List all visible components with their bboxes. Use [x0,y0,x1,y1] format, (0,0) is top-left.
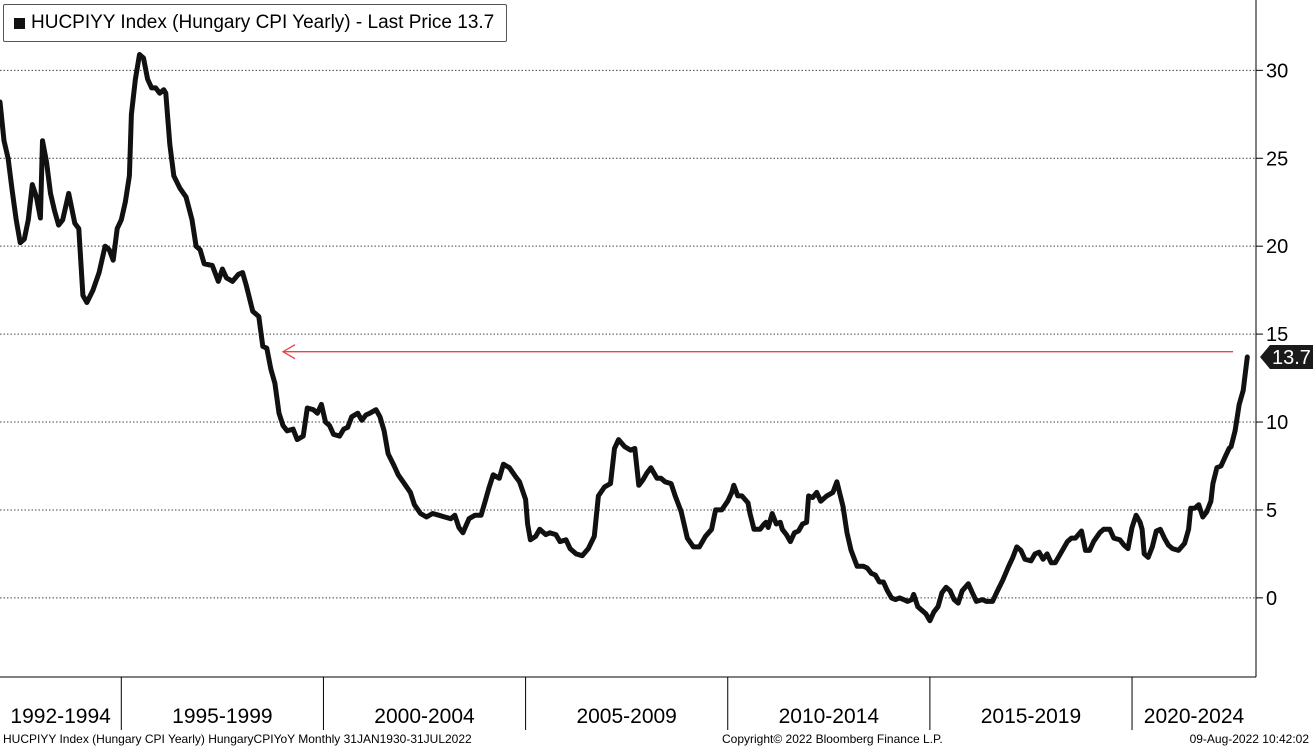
x-category-label: 1992-1994 [10,705,111,728]
y-tick-label: 10 [1266,412,1288,434]
y-tick-label: 0 [1266,588,1277,610]
series-layer [0,52,1250,624]
cpi-series-line [0,52,1250,624]
x-category-label: 1995-1999 [172,705,272,728]
y-tick-label: 25 [1266,148,1288,170]
last-price-tag [1260,344,1313,369]
x-category-label: 2010-2014 [779,705,880,728]
y-tick-label: 30 [1266,60,1288,82]
y-tick-label: 20 [1266,236,1288,258]
x-category-label: 2005-2009 [576,705,676,728]
x-category-label: 2000-2004 [374,705,475,728]
footer-copyright: Copyright© 2022 Bloomberg Finance L.P. [722,732,943,746]
legend[interactable]: HUCPIYY Index (Hungary CPI Yearly) - Las… [3,4,508,42]
footer-source: HUCPIYY Index (Hungary CPI Yearly) Hunga… [3,732,472,746]
x-axis: 1992-1994 1995-1999 2000-2004 2005-2009 2010… [0,676,1256,730]
legend-label: HUCPIYY Index (Hungary CPI Yearly) - Las… [31,12,495,33]
y-axis: 0 5 10 15 20 25 30 [1255,0,1288,677]
footer-timestamp: 09-Aug-2022 10:42:02 [1189,732,1309,746]
gridlines [0,69,1256,599]
legend-swatch-icon [14,17,25,29]
annotation-arrow-head [281,344,296,360]
x-category-label: 2015-2019 [981,705,1081,728]
annotation-layer: 13.7 [281,344,1313,369]
y-tick-label: 5 [1266,500,1277,522]
last-price-label: 13.7 [1272,347,1311,369]
x-category-label: 2020-2024 [1144,705,1245,728]
y-tick-label: 15 [1266,324,1288,346]
